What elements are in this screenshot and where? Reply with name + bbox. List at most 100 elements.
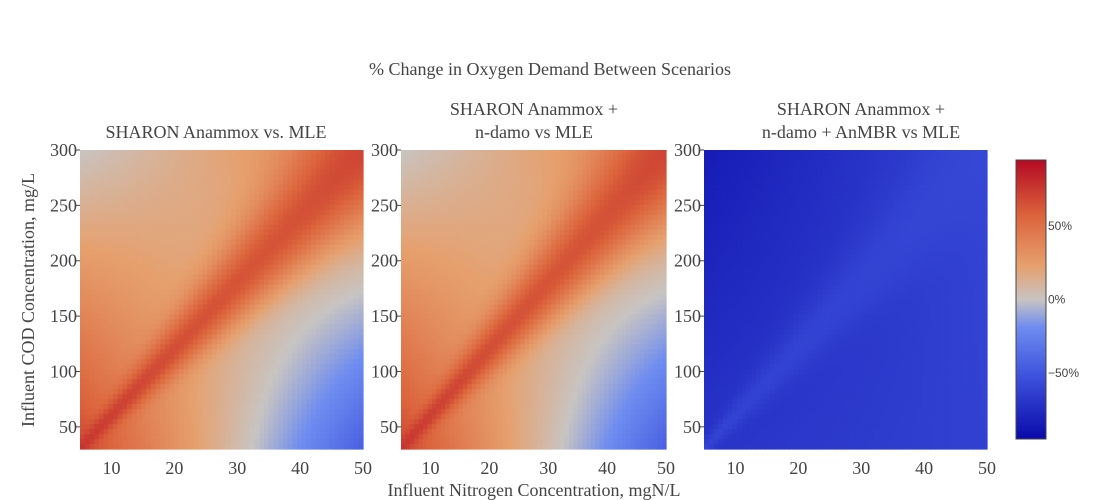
heatmap-cell (169, 224, 175, 231)
heatmap-cell (259, 429, 265, 435)
heatmap-cell (454, 274, 460, 281)
heatmap-cell (405, 274, 411, 281)
heatmap-cell (122, 299, 128, 306)
heatmap-cell (348, 264, 355, 271)
heatmap-cell (183, 284, 190, 291)
heatmap-cell (268, 389, 274, 395)
heatmap-cell (282, 319, 289, 326)
heatmap-cell (122, 234, 128, 241)
heatmap-cell (197, 249, 204, 256)
heatmap-cell (179, 389, 185, 395)
heatmap-cell (146, 359, 152, 365)
heatmap-cell (240, 274, 246, 281)
heatmap-cell (84, 339, 91, 345)
heatmap-cell (254, 214, 260, 221)
heatmap-cell (230, 249, 237, 256)
heatmap-cell (484, 209, 490, 216)
heatmap-cell (348, 209, 355, 216)
heatmap-cell (292, 319, 298, 326)
heatmap-cell (141, 264, 147, 271)
heatmap-cell (423, 264, 429, 271)
heatmap-cell (358, 184, 364, 191)
heatmap-cell (235, 289, 241, 296)
heatmap-cell (334, 219, 341, 226)
heatmap-cell (418, 374, 424, 380)
heatmap-cell (94, 439, 100, 445)
heatmap-cell (131, 389, 138, 395)
heatmap-cell (458, 434, 464, 440)
heatmap-cell (348, 434, 355, 440)
heatmap-cell (221, 389, 227, 395)
heatmap-cell (216, 194, 223, 201)
heatmap-cell (80, 299, 86, 306)
heatmap-cell (240, 239, 246, 246)
heatmap-cell (480, 309, 486, 316)
heatmap-cell (278, 269, 284, 276)
heatmap-cell (296, 389, 303, 395)
heatmap-cell (325, 404, 331, 410)
heatmap-cell (296, 269, 303, 276)
heatmap-cell (94, 434, 100, 440)
heatmap-cell (183, 239, 190, 246)
heatmap-cell (440, 299, 446, 306)
heatmap-cell (146, 219, 152, 226)
heatmap-cell (155, 279, 161, 286)
heatmap-cell (240, 309, 246, 316)
heatmap-cell (306, 349, 312, 355)
heatmap-cell (160, 309, 166, 316)
heatmap-cell (84, 150, 91, 156)
heatmap-cell (150, 324, 157, 330)
heatmap-cell (94, 324, 100, 330)
heatmap-cell (431, 299, 437, 306)
heatmap-cell (259, 189, 265, 196)
heatmap-cell (127, 379, 133, 385)
heatmap-cell (471, 299, 477, 306)
heatmap-cell (183, 274, 190, 281)
heatmap-cell (230, 269, 237, 276)
heatmap-cell (197, 444, 204, 450)
heatmap-cell (440, 214, 446, 221)
heatmap-cell (278, 304, 284, 311)
heatmap-cell (98, 219, 105, 226)
heatmap-cell (226, 159, 232, 166)
heatmap-cell (329, 399, 336, 405)
heatmap-cell (462, 299, 468, 306)
heatmap-cell (136, 359, 142, 365)
heatmap-cell (353, 424, 359, 430)
heatmap-cell (462, 434, 468, 440)
heatmap-cell (427, 439, 433, 445)
heatmap-cell (427, 264, 433, 271)
heatmap-cell (98, 419, 105, 425)
heatmap-cell (84, 304, 91, 311)
heatmap-cell (193, 389, 199, 395)
heatmap-cell (193, 424, 199, 430)
heatmap-cell (136, 304, 142, 311)
heatmap-cell (348, 334, 355, 340)
heatmap-cell (423, 439, 429, 445)
heatmap-cell (489, 409, 495, 415)
heatmap-cell (445, 339, 451, 345)
heatmap-cell (301, 349, 307, 355)
heatmap-cell (235, 429, 241, 435)
heatmap-cell (436, 189, 442, 196)
heatmap-cell (334, 239, 341, 246)
heatmap-cell (489, 164, 495, 171)
heatmap-cell (226, 334, 232, 340)
heatmap-cell (84, 289, 91, 296)
heatmap-cell (414, 204, 420, 211)
heatmap-cell (193, 379, 199, 385)
heatmap-cell (249, 269, 256, 276)
heatmap-cell (358, 329, 364, 335)
heatmap-cell (249, 199, 256, 206)
heatmap-cell (414, 434, 420, 440)
heatmap-cell (273, 419, 279, 425)
heatmap-cell (436, 419, 442, 425)
heatmap-cell (136, 319, 142, 326)
heatmap-cell (127, 209, 133, 216)
heatmap-cell (445, 439, 451, 445)
heatmap-cell (183, 299, 190, 306)
heatmap-cell (454, 249, 460, 256)
heatmap-cell (405, 379, 411, 385)
heatmap-cell (471, 369, 477, 375)
heatmap-cell (174, 154, 180, 161)
